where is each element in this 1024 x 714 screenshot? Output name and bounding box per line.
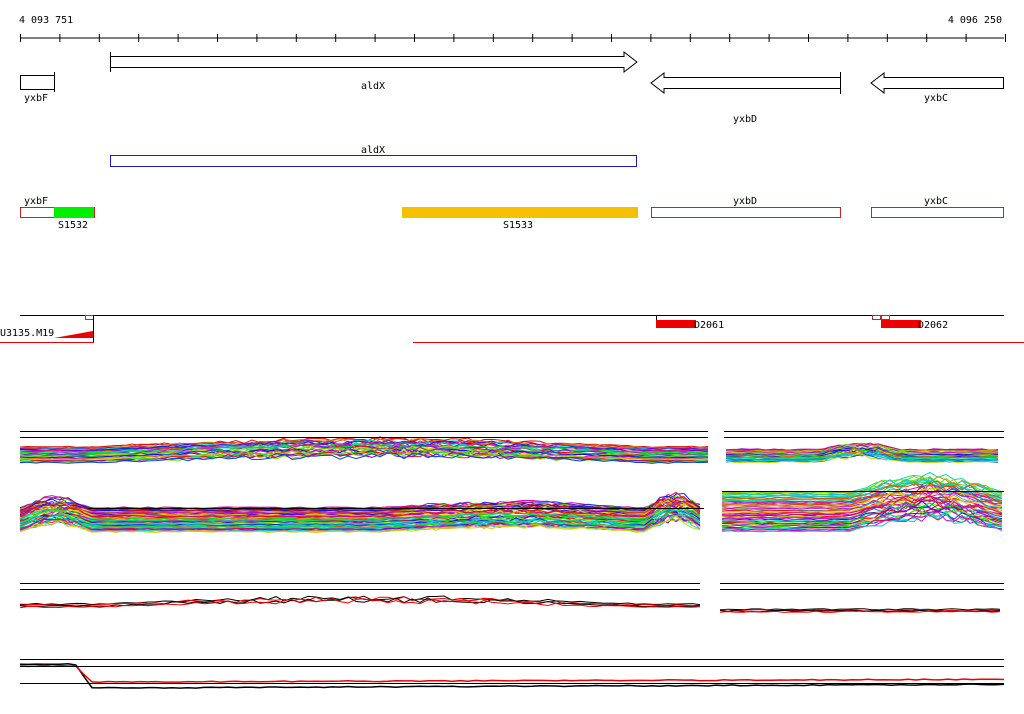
profile-curve: [19, 452, 709, 464]
probe-mid-block[interactable]: [656, 320, 696, 328]
segment-S1533-label: S1533: [503, 220, 533, 231]
profile-curve: [719, 608, 1001, 612]
segment-yxbC-label: yxbC: [924, 196, 948, 207]
gene-aldX-arrow[interactable]: [110, 50, 638, 74]
profile-curve: [19, 663, 1005, 689]
profile-curve: [721, 483, 1003, 505]
segment-S1533-block[interactable]: [402, 207, 638, 218]
gene-yxbC-label: yxbC: [924, 93, 948, 104]
annotation-aldX-box[interactable]: [110, 155, 637, 167]
coordinate-ruler: 4 093 751 4 096 250: [19, 15, 1006, 42]
profile-curve: [721, 502, 1003, 524]
probe-left-tick-box: [85, 315, 94, 320]
gene-aldX-label: aldX: [361, 81, 385, 92]
ruler-end-label: 4 096 250: [948, 15, 1002, 26]
segment-yxbD-label: yxbD: [733, 196, 757, 207]
profile-curve: [721, 513, 1003, 533]
profile-panel-1: [19, 436, 999, 464]
probe-track: U3135.M19 D2061 D2062: [0, 315, 1024, 343]
profile-curve: [725, 444, 999, 455]
profile-curve: [721, 504, 1003, 522]
profile-curve: [725, 453, 999, 462]
profile-curve: [725, 450, 999, 460]
profile-curve: [721, 495, 1003, 512]
profile-curve: [19, 513, 701, 531]
probe-left-wedge[interactable]: [54, 331, 93, 338]
profile-curve: [19, 598, 701, 609]
profile-curve: [721, 479, 1003, 501]
gene-yxbD-label: yxbD: [733, 114, 757, 125]
segment-track: yxbF S1532 S1533 yxbD yxbC: [20, 196, 1004, 231]
profile-curve: [19, 664, 1005, 684]
probe-right-tick-box-2: [881, 315, 890, 320]
profile-curve: [19, 515, 701, 534]
profile-curve: [19, 446, 709, 458]
profile-curve: [19, 596, 701, 607]
gene-yxbC-arrow[interactable]: [870, 71, 1004, 95]
profile-panel-3: [19, 595, 1001, 613]
annotation-aldX-label: aldX: [361, 145, 385, 156]
profile-curve: [721, 504, 1003, 523]
segment-yxbC-box[interactable]: [871, 207, 1004, 218]
gene-yxbD-arrow[interactable]: [650, 71, 841, 95]
profile-curve: [19, 503, 701, 520]
profile-panel-4: [19, 663, 1005, 689]
profile-curve: [721, 507, 1003, 529]
profile-curve: [721, 503, 1003, 525]
profile-curve: [719, 610, 1001, 613]
profile-curve: [19, 437, 709, 450]
probe-mid-label: D2061: [694, 320, 724, 331]
gene-track: yxbF aldX yxbD yxbC: [20, 50, 1004, 125]
profile-curve: [19, 596, 701, 608]
ruler-start-label: 4 093 751: [19, 15, 73, 26]
gene-yxbF-label: yxbF: [24, 93, 48, 104]
probe-right-label: D2062: [918, 320, 948, 331]
probe-right-block[interactable]: [881, 320, 921, 328]
profile-curve: [721, 482, 1003, 503]
probe-right-tick-box-1: [872, 315, 881, 320]
profile-panel-2: [19, 471, 1003, 534]
segment-yxbD-box[interactable]: [651, 207, 841, 218]
ruler-ticks: [20, 34, 1006, 42]
gene-yxbF-box[interactable]: [20, 75, 55, 90]
profile-curve: [721, 493, 1003, 514]
annotation-track: aldX: [110, 145, 637, 167]
expression-profiles: [19, 431, 1005, 689]
segment-S1532-block[interactable]: [54, 207, 94, 218]
probe-left-label: U3135.M19: [0, 328, 54, 339]
profile-curve: [722, 495, 1003, 515]
profile-curve: [725, 453, 999, 464]
segment-yxbF-label: yxbF: [24, 196, 48, 207]
segment-S1532-label: S1532: [58, 220, 88, 231]
